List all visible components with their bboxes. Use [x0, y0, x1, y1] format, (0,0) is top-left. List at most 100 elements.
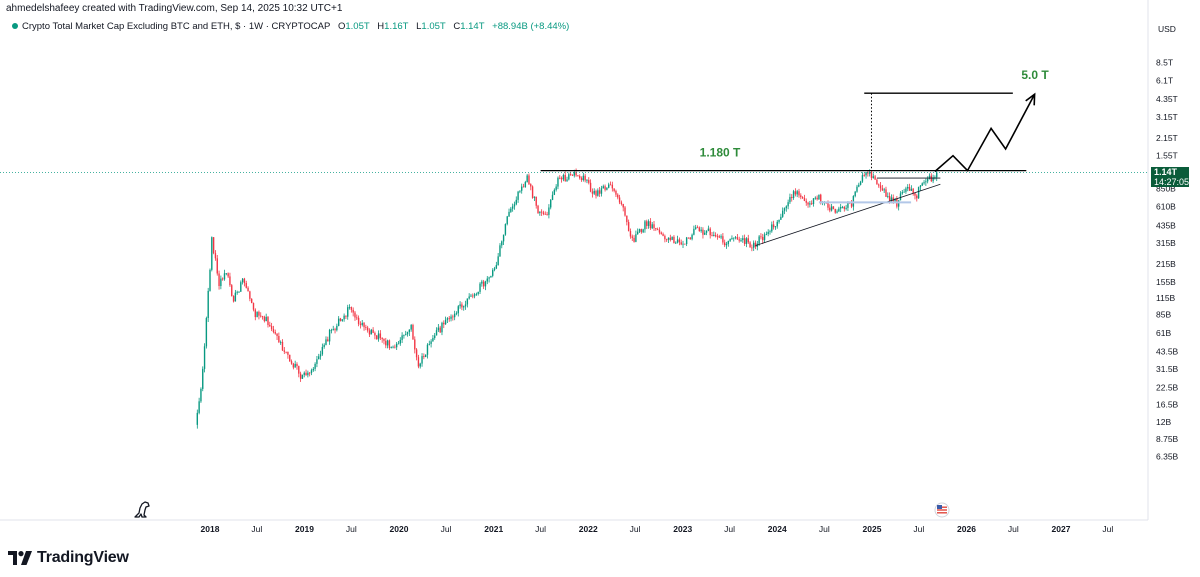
candle-body [879, 185, 882, 189]
candle-body [754, 242, 757, 247]
legend-symbol[interactable]: Crypto Total Market Cap Excluding BTC an… [22, 21, 331, 32]
candle-body [216, 258, 218, 274]
candle-body [684, 243, 686, 245]
candle-body [772, 224, 775, 228]
candle-body [685, 237, 688, 245]
support-trendline[interactable] [755, 183, 941, 246]
candle-body [430, 341, 432, 344]
candle-body [535, 196, 537, 206]
candle-body [693, 228, 695, 235]
candle-body [731, 238, 733, 240]
candle-body [432, 337, 434, 342]
candle-body [912, 188, 914, 194]
legend-low: 1.05T [421, 21, 446, 32]
candle-body [742, 238, 744, 241]
candle-body [234, 292, 237, 302]
legend-close: 1.14T [460, 21, 485, 32]
candle-body [738, 239, 740, 241]
candle-body [550, 199, 552, 208]
candle-body [908, 187, 911, 191]
candle-body [559, 177, 561, 179]
candle-body [694, 227, 697, 229]
candle-body [655, 228, 657, 230]
candle-body [212, 237, 215, 254]
candle-body [658, 229, 661, 233]
candle-body [709, 228, 711, 236]
candle-body [852, 196, 855, 207]
candle-body [383, 339, 385, 341]
us-flag-icon[interactable] [934, 502, 950, 518]
bar-countdown: 14:27:05 [1154, 177, 1190, 187]
x-tick-label: Jul [441, 524, 452, 534]
candle-body [740, 240, 742, 241]
candle-body [414, 339, 416, 350]
candle-body [508, 211, 510, 217]
candle-body [401, 335, 403, 340]
candle-body [885, 189, 887, 197]
candle-body [573, 172, 575, 176]
target-label: 5.0 T [1021, 68, 1049, 82]
candle-body [457, 306, 459, 314]
candle-body [468, 296, 470, 299]
candle-body [589, 182, 592, 192]
y-tick-label: 435B [1156, 220, 1176, 230]
candle-body [820, 194, 822, 203]
candle-body [200, 388, 202, 402]
candle-body [767, 231, 769, 234]
last-price-tag: 1.14T 14:27:05 [1151, 167, 1189, 187]
candle-body [829, 207, 831, 211]
candle-body [510, 208, 512, 212]
candle-body [455, 313, 458, 315]
candle-body [368, 330, 371, 335]
candle-body [834, 208, 836, 213]
candle-body [579, 175, 581, 179]
candle-body [571, 174, 574, 176]
candle-body [584, 175, 586, 181]
candle-body [452, 316, 454, 318]
candle-body [356, 317, 358, 319]
projection-arrowhead [1025, 92, 1036, 106]
candle-body [486, 278, 488, 282]
projection-path[interactable] [934, 93, 1036, 173]
symbol-legend[interactable]: Crypto Total Market Cap Excluding BTC an… [12, 21, 569, 32]
candle-body [635, 234, 637, 242]
y-tick-label: 3.15T [1156, 112, 1178, 122]
candle-body [867, 172, 869, 174]
candle-body [526, 175, 528, 183]
candle-body [676, 239, 679, 243]
candle-body [461, 304, 463, 308]
candle-body [814, 197, 817, 199]
candle-body [667, 237, 670, 240]
candle-body [354, 312, 356, 318]
candle-body [602, 186, 604, 189]
candle-body [203, 346, 206, 369]
candle-body [254, 309, 257, 318]
candle-body [608, 184, 610, 188]
candle-body [856, 186, 858, 192]
y-tick-label: 115B [1156, 293, 1176, 303]
candle-body [542, 212, 545, 214]
candle-body [285, 351, 287, 353]
candle-body [229, 276, 231, 286]
annotations: 1.180 T 5.0 T [0, 68, 1148, 246]
candle-body [646, 221, 648, 226]
brand-logo[interactable]: TradingView [8, 547, 129, 569]
dinosaur-icon[interactable] [134, 501, 150, 518]
candle-body [745, 238, 748, 244]
plot-area[interactable] [0, 0, 1148, 520]
candle-body [569, 174, 572, 176]
candle-body [781, 210, 784, 217]
candle-body [555, 186, 557, 190]
y-tick-label: 43.5B [1156, 346, 1179, 356]
candle-body [318, 356, 320, 360]
candle-body [644, 221, 646, 230]
candle-body [618, 197, 621, 203]
candle-body [604, 186, 606, 190]
candle-body [352, 309, 354, 313]
candle-body [816, 197, 818, 200]
candle-body [314, 363, 316, 369]
candle-body [620, 202, 623, 205]
candle-body [198, 401, 200, 413]
candle-body [870, 172, 873, 178]
